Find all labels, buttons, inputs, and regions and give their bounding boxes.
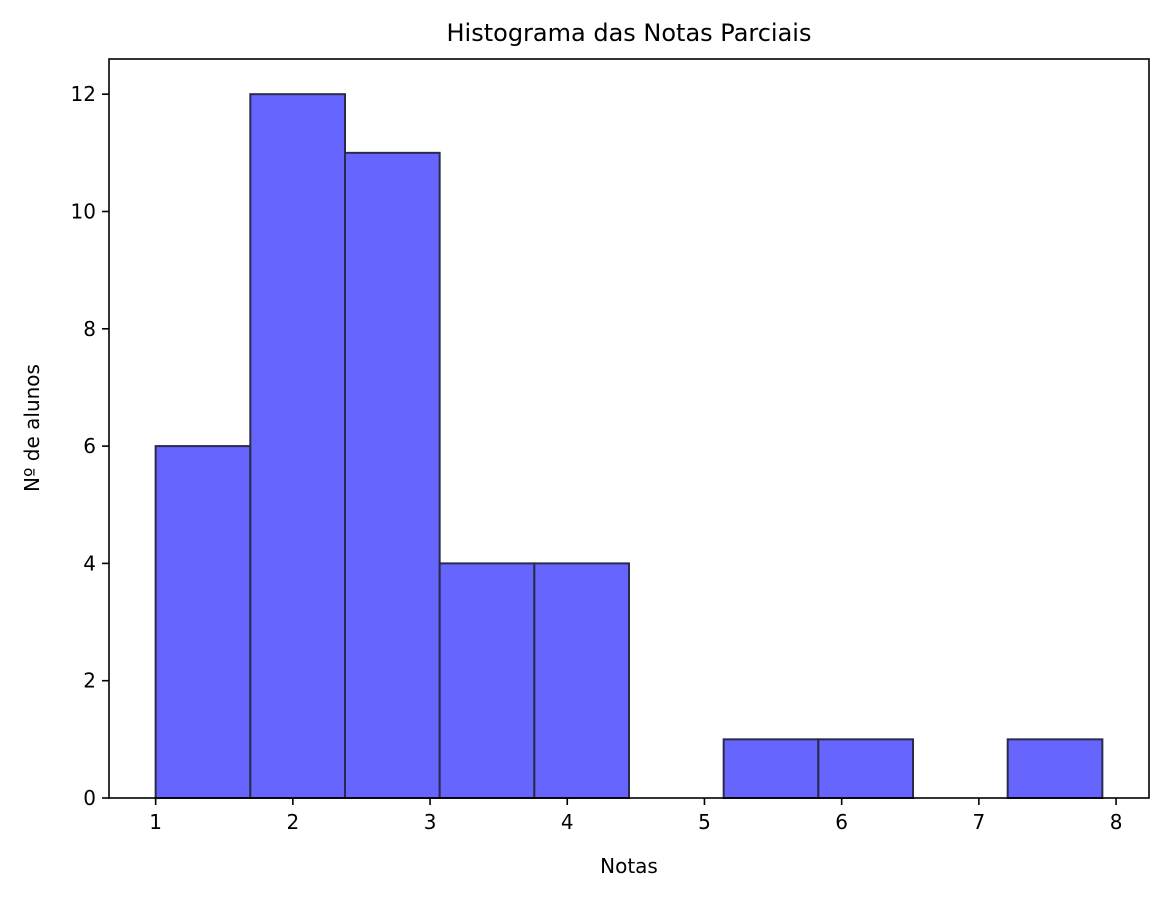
- histogram-bar: [722, 738, 820, 799]
- x-tick-label: 1: [149, 810, 162, 834]
- y-tick-label: 12: [71, 82, 96, 106]
- histogram-bar: [438, 562, 536, 800]
- chart-title: Histograma das Notas Parciais: [447, 19, 812, 47]
- x-axis-ticks: 1 2 3 4 5 6 7 8: [149, 798, 1122, 834]
- y-tick-label: 4: [83, 551, 96, 575]
- x-tick-label: 3: [424, 810, 437, 834]
- x-tick-label: 5: [698, 810, 711, 834]
- histogram-bar: [249, 93, 346, 799]
- y-axis-label: Nº de alunos: [20, 364, 44, 492]
- y-tick-label: 10: [71, 199, 96, 223]
- y-tick-label: 2: [83, 669, 96, 693]
- x-axis-label: Notas: [600, 854, 658, 878]
- y-tick-label: 6: [83, 434, 96, 458]
- histogram-bar: [154, 445, 252, 799]
- x-tick-label: 8: [1110, 810, 1123, 834]
- y-axis-ticks: 0 2 4 6 8 10 12: [71, 82, 109, 810]
- plot-frame: [108, 58, 1150, 799]
- histogram-bar: [343, 151, 441, 800]
- histogram-bar: [817, 738, 915, 799]
- histogram-bars: [154, 93, 1104, 800]
- x-tick-label: 2: [286, 810, 299, 834]
- y-tick-label: 8: [83, 317, 96, 341]
- x-tick-label: 6: [835, 810, 848, 834]
- histogram-bar: [533, 562, 631, 800]
- x-tick-label: 4: [561, 810, 574, 834]
- y-tick-label: 0: [83, 786, 96, 810]
- histogram-bar: [1006, 738, 1104, 799]
- x-tick-label: 7: [973, 810, 986, 834]
